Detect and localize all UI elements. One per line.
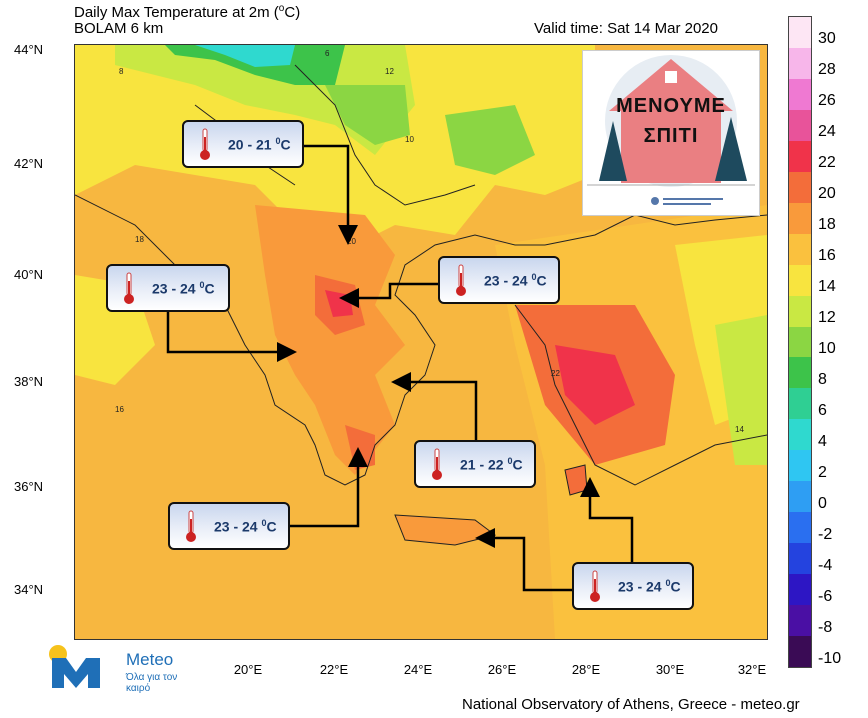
colorbar-label: 10 [818,340,836,357]
thermometer-icon [590,570,600,602]
thermometer-icon [124,272,134,304]
colorbar-segment [789,636,811,668]
callout-text: 23 - 24 0C [484,271,547,289]
colorbar-label: 20 [818,185,836,203]
colorbar-segment [789,326,811,358]
map-value: 10 [405,135,414,144]
lon-label: 22°E [319,662,349,677]
lon-label: 26°E [487,662,517,677]
valid-time: Valid time: Sat 14 Mar 2020 [534,20,718,37]
colorbar-segment [789,171,811,204]
map-value: 18 [135,235,144,244]
colorbar-segment [789,605,811,637]
colorbar [788,16,812,668]
temperature-callout: 23 - 24 0C [438,256,560,304]
map-value: 8 [119,67,124,76]
callout-text: 21 - 22 0C [460,455,523,473]
lon-label: 24°E [403,662,433,677]
colorbar-segment [789,17,811,49]
colorbar-label: -8 [818,618,833,636]
colorbar-label: -4 [818,556,833,574]
map-value: 12 [385,67,394,76]
temperature-callout: 23 - 24 0C [168,502,290,550]
lat-label: 38°N [14,374,44,389]
colorbar-label: 8 [818,370,827,388]
colorbar-label: 22 [818,154,836,172]
callout-text: 23 - 24 0C [152,279,215,297]
map-value: 6 [325,49,330,58]
colorbar-label: -10 [818,649,842,667]
colorbar-label: 12 [818,309,836,327]
map-title-unit: C) [284,4,301,21]
colorbar-label: 16 [818,247,836,265]
colorbar-label: 4 [818,432,827,450]
meteo-logo [49,645,100,688]
colorbar-label: 2 [818,463,827,481]
map-title: Daily Max Temperature at 2m (oC) [74,3,301,21]
colorbar-label: 0 [818,494,827,512]
footer-credit: National Observatory of Athens, Greece -… [462,696,800,713]
map-value: 22 [551,369,560,378]
poster-line1: ΜΕΝΟΥΜΕ [616,95,726,117]
lat-label: 40°N [14,267,44,282]
colorbar-segment [789,202,811,235]
colorbar-segment [789,388,811,420]
colorbar-segment [789,109,811,142]
logo-tagline: Όλα για τον καιρό [126,672,178,694]
lat-label: 44°N [14,42,44,57]
colorbar-label: 28 [818,61,836,79]
colorbar-segment [789,543,811,575]
temperature-callout: 23 - 24 0C [572,562,694,610]
thermometer-icon [456,264,466,296]
colorbar-segment [789,357,811,389]
logo-name: Meteo [126,650,174,669]
map-value: 16 [115,405,124,414]
callout-text: 20 - 21 0C [228,135,291,153]
map-title-text: Daily Max Temperature at 2m ( [74,4,279,21]
colorbar-segment [789,233,811,266]
lon-label: 30°E [655,662,685,677]
house-illustration [587,55,755,205]
colorbar-label: 6 [818,401,827,419]
colorbar-segment [789,264,811,297]
colorbar-segment [789,450,811,482]
colorbar-segment [789,78,811,111]
lon-label: 32°E [737,662,767,677]
lat-label: 42°N [14,156,44,171]
thermometer-icon [200,128,210,160]
colorbar-label: -2 [818,525,833,543]
colorbar-label: 26 [818,92,836,110]
stay-home-poster: ΜΕΝΟΥΜΕ ΣΠΙΤΙ [582,50,760,216]
colorbar-label: 14 [818,278,836,296]
colorbar-label: -6 [818,587,833,605]
temperature-callout: 21 - 22 0C [414,440,536,488]
colorbar-segment [789,419,811,451]
colorbar-segment [789,295,811,327]
colorbar-segment [789,512,811,544]
temperature-callout: 23 - 24 0C [106,264,230,312]
lon-label: 28°E [571,662,601,677]
colorbar-segment [789,481,811,513]
colorbar-label: 30 [818,30,836,48]
temperature-callout: 20 - 21 0C [182,120,304,168]
poster-line2: ΣΠΙΤΙ [643,125,699,147]
colorbar-label: 24 [818,123,836,141]
thermometer-icon [186,510,196,542]
colorbar-segment [789,47,811,80]
lat-label: 36°N [14,479,44,494]
thermometer-icon [432,448,442,480]
colorbar-segment [789,140,811,173]
callout-text: 23 - 24 0C [618,577,681,595]
model-label: BOLAM 6 km [74,20,164,37]
colorbar-segment [789,574,811,606]
callout-text: 23 - 24 0C [214,517,277,535]
map-value: 14 [735,425,744,434]
colorbar-label: 18 [818,216,836,234]
lat-label: 34°N [14,582,44,597]
lon-label: 20°E [233,662,263,677]
